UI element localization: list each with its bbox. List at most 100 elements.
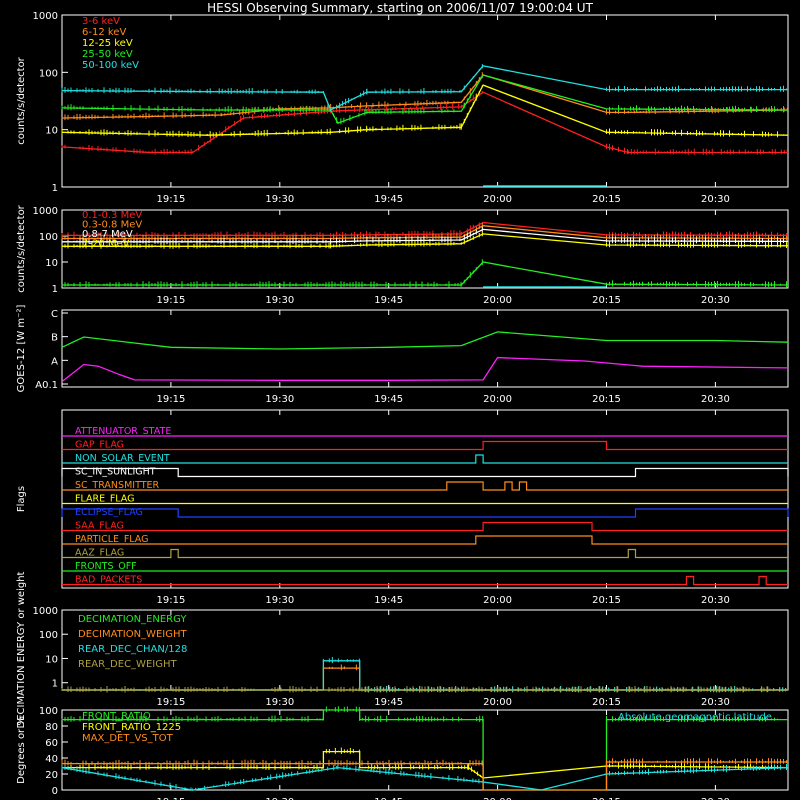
flag-label: ATTENUATOR_STATE xyxy=(75,426,171,437)
legend-entry: DECIMATION_WEIGHT xyxy=(78,629,187,640)
series-line-noise xyxy=(61,230,787,249)
x-tick-label: 19:45 xyxy=(374,697,403,708)
goes-line xyxy=(61,356,789,383)
panel-front-ratio: 19:15 19:30 19:45 20:00 20:15 20:30 Degrees or… xyxy=(16,706,789,800)
panel-count-rate-high: 19:15 19:30 19:45 20:00 20:15 20:30 counts/s/d… xyxy=(16,204,789,306)
flag-label: NON_SOLAR_EVENT xyxy=(75,453,170,464)
flag-line xyxy=(62,548,788,559)
series-line-noise xyxy=(61,64,787,111)
x-tick-label: 19:15 xyxy=(156,394,185,405)
series-line-noise xyxy=(61,85,787,138)
flag-label: FRONTS_OFF xyxy=(75,561,137,572)
panel-count-rate-low: 19:15 19:30 19:45 20:00 20:15 20:30 counts/s/d… xyxy=(16,11,789,205)
x-tick-label: 19:45 xyxy=(374,394,403,405)
x-tick-label: 20:30 xyxy=(701,194,730,205)
series-line xyxy=(62,225,789,240)
x-tick-label: 20:00 xyxy=(483,295,512,306)
panel-goes: 19:15 19:30 19:45 20:00 20:15 20:30 GOES-12 [W… xyxy=(16,305,789,405)
x-tick-label: 19:15 xyxy=(156,194,185,205)
flag-label: ECLIPSE_FLAG xyxy=(75,507,143,518)
y-tick-label: B xyxy=(51,333,58,344)
legend-entry: FRONT_RATIO_1225 xyxy=(82,722,181,733)
x-tick-label: 19:15 xyxy=(156,595,185,606)
y-tick-label: 10 xyxy=(45,258,58,269)
y-tick-label: 100 xyxy=(39,706,58,717)
x-tick-label: 20:15 xyxy=(592,394,621,405)
series-line-noise xyxy=(61,226,787,245)
legend-entry: 0.3-0.8 MeV xyxy=(82,220,142,231)
flag-line xyxy=(62,535,788,545)
y-tick-label: 20 xyxy=(45,770,58,781)
x-tick-label: 20:00 xyxy=(483,394,512,405)
goes-line xyxy=(61,331,789,350)
series-line xyxy=(62,221,789,237)
flag-line xyxy=(61,508,789,518)
series-line-noise xyxy=(61,259,787,288)
series-line-noise xyxy=(61,222,787,238)
x-tick-label: 20:30 xyxy=(701,394,730,405)
flag-label: SAA_FLAG xyxy=(75,521,124,532)
flag-label: BAD_PACKETS xyxy=(75,575,142,586)
x-tick-label: 19:45 xyxy=(374,595,403,606)
y-axis-label: GOES-12 [W m⁻²] xyxy=(16,305,27,393)
y-tick-label: 10 xyxy=(45,654,58,665)
flag-line xyxy=(62,575,788,586)
panel-flags: 19:15 19:30 19:45 20:00 20:15 20:30 Flags ATTEN… xyxy=(16,409,789,606)
annotation: Absolute geomagnetic latitude xyxy=(618,712,772,723)
x-tick-label: 20:00 xyxy=(483,194,512,205)
y-axis-label: counts/s/detector xyxy=(16,204,27,292)
y-axis-label: DECIMATION ENERGY or weight xyxy=(16,571,27,728)
x-tick-label: 19:45 xyxy=(374,797,403,800)
flag-label: AAZ_FLAG xyxy=(75,548,124,559)
x-tick-label: 19:30 xyxy=(265,697,294,708)
legend-entry: 0.8-7 MeV xyxy=(82,229,133,240)
legend-entry: MAX_DET_VS_TOT xyxy=(82,733,174,744)
y-tick-label: 80 xyxy=(45,722,58,733)
x-tick-label: 20:30 xyxy=(701,595,730,606)
y-tick-label: A xyxy=(51,356,58,367)
y-tick-label: 10 xyxy=(45,126,58,137)
y-tick-label: 100 xyxy=(39,68,58,79)
x-tick-label: 20:30 xyxy=(701,295,730,306)
y-tick-label: C xyxy=(51,309,58,320)
y-tick-label: 0 xyxy=(52,786,58,797)
panel-decimation: 19:15 19:30 19:45 20:00 20:15 20:30 DECIMATION… xyxy=(16,571,789,728)
x-tick-label: 20:15 xyxy=(592,595,621,606)
legend-entry: DECIMATION_ENERGY xyxy=(78,614,187,625)
panel-count-rate-high-frame xyxy=(61,209,789,289)
y-axis-label: Flags xyxy=(16,486,27,512)
flag-label: FLARE_FLAG xyxy=(75,494,135,505)
panel-count-rate-low-frame xyxy=(61,14,789,188)
flag-line xyxy=(62,440,788,451)
flag-label: GAP_FLAG xyxy=(75,440,124,451)
legend-entry: 6-12 keV xyxy=(82,27,126,38)
series-line-noise xyxy=(61,686,786,693)
legend-entry: REAR_DEC_CHAN/128 xyxy=(78,644,187,655)
x-tick-label: 19:30 xyxy=(265,394,294,405)
series-line xyxy=(62,709,788,791)
x-tick-label: 20:00 xyxy=(483,797,512,800)
x-tick-label: 20:15 xyxy=(592,295,621,306)
legend-entry: 12-25 keV xyxy=(82,38,133,49)
series-line-noise xyxy=(61,763,787,792)
series-line-noise xyxy=(61,72,788,121)
legend-entry: 7-20 MeV xyxy=(82,239,130,250)
series-line xyxy=(62,261,789,286)
series-line-noise xyxy=(61,706,787,722)
series-line xyxy=(61,91,788,154)
x-tick-label: 19:15 xyxy=(156,697,185,708)
page-title: HESSI Observing Summary, starting on 200… xyxy=(207,1,593,15)
x-tick-label: 19:30 xyxy=(265,595,294,606)
legend-entry: 0.1-0.3 MeV xyxy=(82,210,142,221)
flag-line xyxy=(62,521,788,532)
y-tick-label: 1 xyxy=(52,679,58,690)
series-line-noise xyxy=(61,75,787,125)
x-tick-label: 19:45 xyxy=(374,194,403,205)
legend-entry: 3-6 keV xyxy=(82,16,120,27)
legend-entry: 50-100 keV xyxy=(82,60,139,71)
x-tick-label: 20:30 xyxy=(701,697,730,708)
flag-line xyxy=(61,467,789,478)
x-tick-label: 20:00 xyxy=(483,697,512,708)
legend-entry: FRONT_RATIO xyxy=(82,711,151,722)
